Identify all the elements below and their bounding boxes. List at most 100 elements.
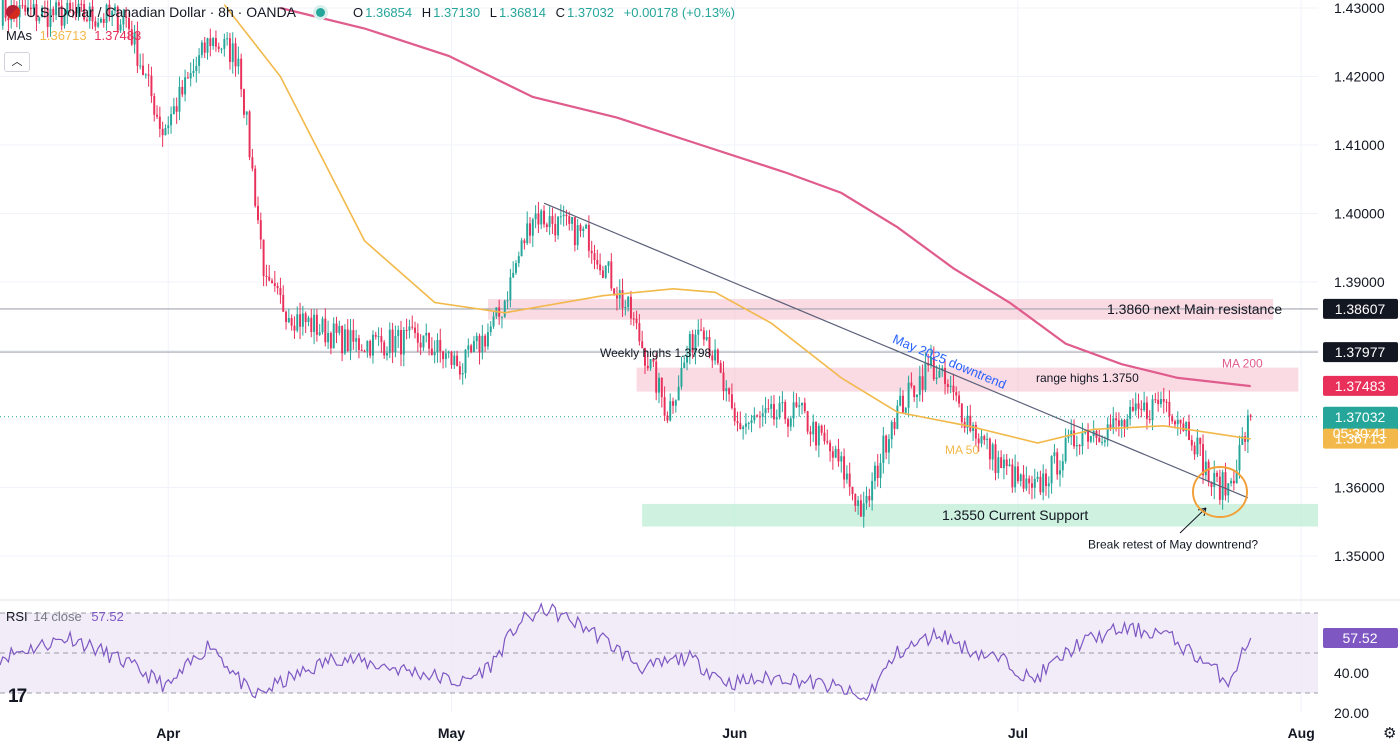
candle-up xyxy=(1129,406,1132,419)
candle-down xyxy=(1016,466,1019,482)
candle-up xyxy=(99,18,102,23)
candle-up xyxy=(775,417,778,420)
candle-down xyxy=(29,7,32,10)
candle-down xyxy=(974,424,977,439)
candle-up xyxy=(1008,464,1011,467)
candle-down xyxy=(1087,430,1090,442)
candle-up xyxy=(1036,476,1039,479)
candle-up xyxy=(949,385,952,387)
candle-up xyxy=(321,318,324,333)
time-axis-tick: Aug xyxy=(1288,725,1315,741)
candle-up xyxy=(585,224,588,229)
candle-up xyxy=(515,263,517,273)
candle-down xyxy=(885,435,888,453)
candle-down xyxy=(1224,472,1227,496)
candle-down xyxy=(428,332,431,349)
candle-down xyxy=(1182,423,1185,432)
candle-down xyxy=(784,402,787,420)
candle-up xyxy=(77,3,80,14)
candle-up xyxy=(195,65,198,71)
rsi-legend-value: 57.52 xyxy=(91,609,124,624)
chevron-up-icon[interactable]: ︿ xyxy=(4,52,30,72)
candle-down xyxy=(1148,418,1151,421)
candle-down xyxy=(960,403,963,423)
main-resistance-label: 1.3860 next Main resistance xyxy=(1107,301,1282,317)
candle-up xyxy=(172,106,175,115)
price-axis-tick: 1.41000 xyxy=(1334,137,1385,153)
candle-down xyxy=(523,240,526,244)
price-label-box xyxy=(1323,298,1398,319)
candle-up xyxy=(377,336,380,338)
candle-up xyxy=(231,43,234,63)
ma200-annotation: MA 200 xyxy=(1222,357,1263,371)
candle-up xyxy=(627,296,630,308)
candle-down xyxy=(691,334,694,353)
candle-down xyxy=(537,213,540,225)
candle-down xyxy=(69,2,72,10)
candle-up xyxy=(461,373,464,375)
candle-up xyxy=(1075,445,1078,447)
candle-down xyxy=(610,261,613,289)
candle-down xyxy=(529,223,531,236)
candle-up xyxy=(200,42,203,56)
candle-down xyxy=(913,385,916,398)
price-axis-tick: 1.43000 xyxy=(1334,0,1385,16)
candle-down xyxy=(946,383,949,387)
rsi-legend[interactable]: RSI 14 close 57.52 xyxy=(6,609,124,624)
close-value: 1.37032 xyxy=(567,4,615,20)
candle-up xyxy=(812,421,815,435)
candle-down xyxy=(7,17,10,21)
candle-down xyxy=(1005,459,1008,467)
candle-up xyxy=(862,503,865,517)
candle-down xyxy=(310,317,313,333)
time-axis-tick: Jun xyxy=(722,725,747,741)
candle-down xyxy=(722,372,725,392)
candle-up xyxy=(447,351,450,354)
candle-down xyxy=(4,0,7,18)
candle-up xyxy=(472,341,475,352)
candle-up xyxy=(857,500,860,506)
candle-up xyxy=(503,300,506,317)
may-downtrend-line xyxy=(543,202,1249,499)
candle-up xyxy=(1019,474,1022,482)
candle-down xyxy=(290,318,293,326)
candle-up xyxy=(371,334,374,356)
candle-down xyxy=(596,260,599,265)
candle-up xyxy=(198,55,201,66)
open-value: 1.36854 xyxy=(365,4,413,20)
candle-down xyxy=(175,106,178,112)
candle-up xyxy=(1120,420,1123,426)
ma-legend[interactable]: MAs 1.36713 1.37483 xyxy=(6,28,141,43)
candle-up xyxy=(1101,442,1104,444)
candle-up xyxy=(184,77,187,95)
tradingview-logo-icon[interactable]: 17 xyxy=(8,686,27,707)
bar-countdown: 05:30:41 xyxy=(1333,425,1388,441)
candle-up xyxy=(899,395,902,406)
candle-down xyxy=(484,335,487,347)
candle-down xyxy=(352,330,355,342)
candle-up xyxy=(725,388,728,392)
candle-up xyxy=(327,332,330,343)
candle-down xyxy=(1039,476,1042,493)
candle-down xyxy=(254,168,257,206)
candle-up xyxy=(1061,461,1064,471)
candle-up xyxy=(1213,472,1216,487)
candle-up xyxy=(840,456,843,462)
candle-up xyxy=(907,382,910,408)
candle-up xyxy=(41,7,44,18)
candle-up xyxy=(624,307,627,309)
candle-up xyxy=(139,65,142,67)
support-label: 1.3550 Current Support xyxy=(942,507,1088,523)
candle-down xyxy=(214,38,217,47)
candle-down xyxy=(621,290,624,308)
candle-up xyxy=(1025,478,1028,489)
symbol-title[interactable]: U.S. Dollar / Canadian Dollar · 8h · OAN… xyxy=(26,4,296,20)
candle-up xyxy=(548,216,551,228)
candle-down xyxy=(383,342,386,356)
candle-up xyxy=(916,394,918,398)
candle-up xyxy=(444,353,447,360)
candle-up xyxy=(492,316,495,327)
gear-icon[interactable]: ⚙ xyxy=(1383,725,1397,742)
candle-down xyxy=(932,356,935,380)
